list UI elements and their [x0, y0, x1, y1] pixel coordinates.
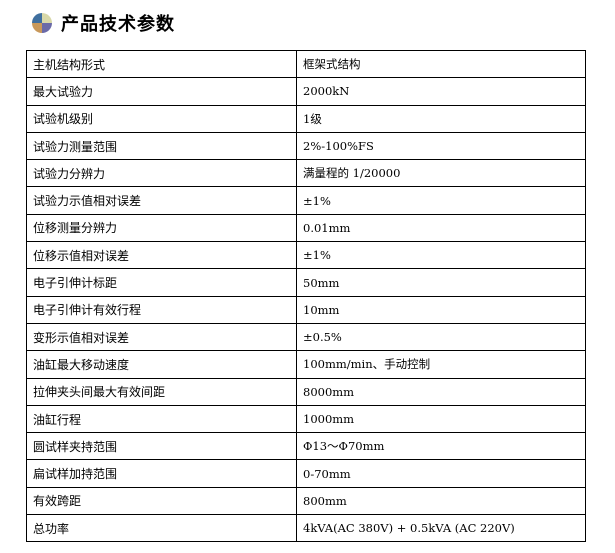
spec-value: 满量程的 1/20000	[296, 159, 586, 188]
table-row: 试验力测量范围 2%-100%FS	[26, 131, 586, 161]
spec-value: 0-70mm	[296, 459, 586, 488]
spec-label: 位移示值相对误差	[26, 241, 297, 270]
spec-label: 最大试验力	[26, 77, 297, 106]
spec-label: 位移测量分辨力	[26, 213, 297, 243]
spec-table: 主机结构形式 框架式结构 最大试验力 2000kN 试验机级别 1级 试验力测量范围 2%-1…	[26, 49, 586, 543]
spec-label: 有效跨距	[26, 486, 297, 516]
table-row: 位移示值相对误差 ±1%	[26, 241, 586, 270]
section-header: 产品技术参数	[32, 10, 175, 36]
spec-value: 100mm/min、手动控制	[296, 350, 586, 379]
spec-label: 圆试样夹持范围	[26, 432, 297, 461]
table-row: 扁试样加持范围 0-70mm	[26, 459, 586, 488]
spec-value: 框架式结构	[296, 49, 586, 79]
table-row: 主机结构形式 框架式结构	[26, 49, 586, 79]
spec-label: 试验力示值相对误差	[26, 186, 297, 215]
table-row: 试验力分辨力 满量程的 1/20000	[26, 159, 586, 188]
spec-label: 变形示值相对误差	[26, 322, 297, 352]
spec-label: 试验机级别	[26, 104, 297, 133]
spec-value: ±0.5%	[296, 322, 586, 352]
table-row: 油缸最大移动速度 100mm/min、手动控制	[26, 350, 586, 379]
spec-label: 扁试样加持范围	[26, 459, 297, 488]
spec-label: 电子引伸计标距	[26, 268, 297, 297]
spec-label: 试验力测量范围	[26, 131, 297, 161]
spec-label: 试验力分辨力	[26, 159, 297, 188]
spec-value: ±1%	[296, 241, 586, 270]
spec-value: 4kVA(AC 380V) + 0.5kVA (AC 220V)	[296, 514, 586, 543]
spec-value: 50mm	[296, 268, 586, 297]
spec-value: 2000kN	[296, 77, 586, 106]
table-row: 圆试样夹持范围 Φ13～Φ70mm	[26, 432, 586, 461]
table-row: 总功率 4kVA(AC 380V) + 0.5kVA (AC 220V)	[26, 514, 586, 543]
table-row: 试验机级别 1级	[26, 104, 586, 133]
spec-value: 8000mm	[296, 377, 586, 406]
spec-value: 2%-100%FS	[296, 131, 586, 161]
table-row: 位移测量分辨力 0.01mm	[26, 213, 586, 243]
table-row: 电子引伸计标距 50mm	[26, 268, 586, 297]
table-row: 试验力示值相对误差 ±1%	[26, 186, 586, 215]
table-row: 变形示值相对误差 ±0.5%	[26, 322, 586, 352]
spec-value: 800mm	[296, 486, 586, 516]
spec-label: 电子引伸计有效行程	[26, 295, 297, 324]
table-row: 油缸行程 1000mm	[26, 404, 586, 434]
spec-value: 1000mm	[296, 404, 586, 434]
page-title: 产品技术参数	[61, 14, 175, 35]
table-row: 有效跨距 800mm	[26, 486, 586, 516]
spec-value: Φ13～Φ70mm	[296, 432, 586, 461]
spec-value: 10mm	[296, 295, 586, 324]
table-row: 拉伸夹头间最大有效间距 8000mm	[26, 377, 586, 406]
spec-label: 总功率	[26, 514, 297, 543]
table-row: 最大试验力 2000kN	[26, 77, 586, 106]
table-row: 电子引伸计有效行程 10mm	[26, 295, 586, 324]
quadrant-ball-icon	[32, 13, 52, 33]
spec-value: 0.01mm	[296, 213, 586, 243]
spec-label: 油缸行程	[26, 404, 297, 434]
spec-label: 主机结构形式	[26, 49, 297, 79]
spec-value: ±1%	[296, 186, 586, 215]
spec-label: 拉伸夹头间最大有效间距	[26, 377, 297, 406]
spec-value: 1级	[296, 104, 586, 133]
spec-label: 油缸最大移动速度	[26, 350, 297, 379]
